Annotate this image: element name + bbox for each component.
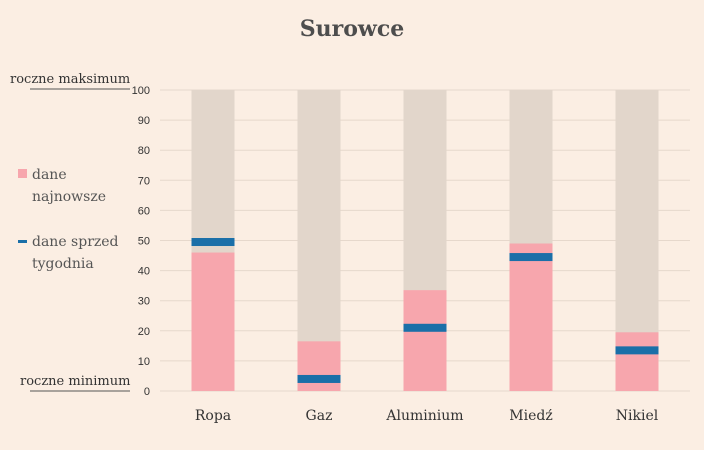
y-tick-label: 20 — [138, 326, 150, 338]
y-axis: 0 10 20 30 40 50 60 70 80 90 100 — [132, 85, 150, 398]
range-bar — [297, 90, 341, 391]
marker-week-ago — [403, 323, 447, 332]
y-tick-label: 10 — [138, 356, 150, 368]
x-tick-label: Aluminium — [385, 408, 463, 424]
legend-week-ago-line1: dane sprzed — [32, 234, 119, 250]
bar-latest — [615, 332, 659, 391]
y-tick-label: 50 — [138, 236, 150, 248]
bar-latest — [297, 341, 341, 391]
bar-latest — [509, 243, 553, 391]
bar-latest — [191, 252, 235, 391]
legend: dane najnowsze dane sprzed tygodnia — [18, 167, 119, 272]
bar-latest — [403, 290, 447, 391]
y-tick-label: 70 — [138, 175, 150, 187]
y-tick-label: 60 — [138, 205, 150, 217]
marker-week-ago — [297, 374, 341, 383]
y-tick-label: 90 — [138, 115, 150, 127]
legend-latest-swatch — [18, 169, 27, 178]
annotation-min: roczne minimum — [20, 374, 130, 389]
chart-title: Surowce — [300, 16, 404, 42]
bars — [191, 90, 659, 391]
legend-week-ago-line2: tygodnia — [32, 256, 94, 272]
x-tick-label: Nikiel — [616, 408, 659, 424]
marker-week-ago — [509, 253, 553, 262]
marker-week-ago — [615, 346, 659, 355]
x-tick-label: Miedź — [509, 408, 552, 424]
marker-week-ago — [191, 238, 235, 247]
legend-latest-line1: dane — [32, 167, 67, 183]
y-tick-label: 30 — [138, 296, 150, 308]
y-tick-label: 80 — [138, 145, 150, 157]
y-tick-label: 0 — [144, 386, 150, 398]
y-tick-label: 100 — [132, 85, 150, 97]
x-tick-label: Gaz — [306, 408, 333, 424]
annotations: roczne maksimum roczne minimum — [10, 72, 130, 392]
y-tick-label: 40 — [138, 266, 150, 278]
x-tick-label: Ropa — [195, 408, 231, 424]
legend-latest-line2: najnowsze — [32, 189, 106, 205]
legend-week-ago-swatch — [18, 240, 27, 243]
x-axis: Ropa Gaz Aluminium Miedź Nikiel — [195, 408, 659, 424]
annotation-max: roczne maksimum — [10, 72, 130, 87]
